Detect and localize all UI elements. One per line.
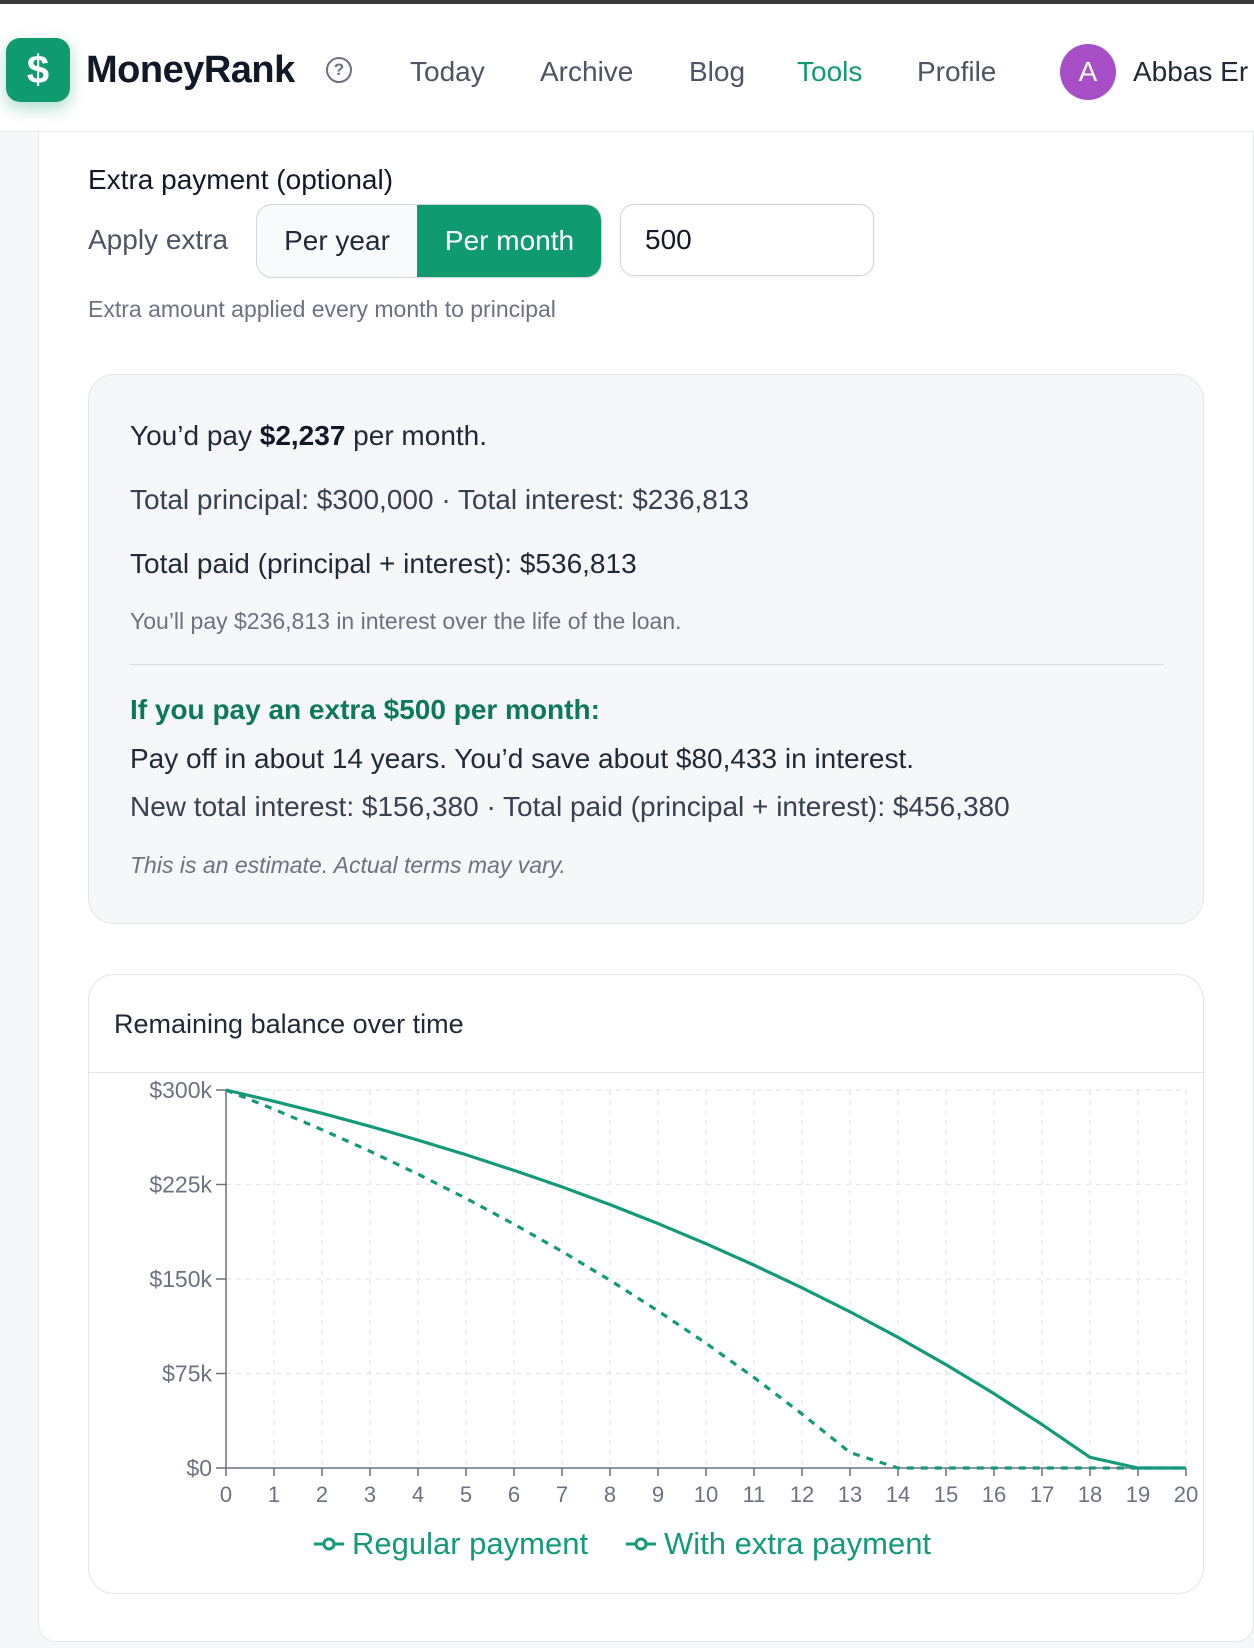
nav-tools[interactable]: Tools [797,56,863,87]
x-tick-label: 16 [982,1482,1006,1507]
extra-payment-heading: Extra payment (optional) [88,164,394,195]
new-total-line: New total interest: $156,380 · Total pai… [130,791,1010,822]
nav-profile[interactable]: Profile [917,56,997,87]
brand-name[interactable]: MoneyRank [86,49,295,91]
x-tick-label: 11 [743,1482,766,1507]
monthly-payment-line: You’d pay $2,237 per month. [130,418,487,454]
x-tick-label: 15 [934,1482,958,1507]
extra-hint-text: Extra amount applied every month to prin… [88,296,556,322]
x-tick-label: 19 [1126,1482,1150,1507]
user-name[interactable]: Abbas Er [1133,56,1249,87]
y-tick-label: $300k [149,1077,212,1103]
chart-title: Remaining balance over time [114,1009,464,1039]
apply-extra-label: Apply extra [88,224,229,255]
x-tick-label: 9 [652,1482,664,1507]
estimate-disclaimer: This is an estimate. Actual terms may va… [130,852,566,878]
chart-card-header [89,975,1203,1073]
results-divider [130,664,1164,665]
dollar-logo-icon[interactable]: $ [6,38,70,102]
top-navbar: $ MoneyRank ? Today Archive Blog Tools P… [0,4,1254,132]
x-tick-label: 1 [268,1482,280,1507]
totals-line: Total principal: $300,000 · Total intere… [130,484,750,515]
nav-today[interactable]: Today [410,56,485,87]
x-tick-label: 12 [790,1482,814,1507]
window-top-border [0,0,1254,4]
x-tick-label: 7 [556,1482,568,1507]
extra-amount-input[interactable] [620,204,874,276]
x-tick-label: 8 [604,1482,616,1507]
nav-archive[interactable]: Archive [540,56,634,87]
x-tick-label: 0 [220,1482,232,1507]
extra-scenario-heading: If you pay an extra $500 per month: [130,694,600,725]
y-tick-label: $75k [162,1361,212,1387]
y-tick-label: $225k [149,1172,212,1198]
y-tick-label: $0 [186,1455,212,1481]
frequency-toggle: Per year Per month [256,204,602,278]
x-tick-label: 18 [1078,1482,1102,1507]
avatar[interactable]: A [1060,44,1116,100]
x-tick-label: 13 [838,1482,862,1507]
x-tick-label: 2 [316,1482,328,1507]
per-year-button[interactable]: Per year [284,225,390,256]
monthly-prefix: You’d pay [130,420,260,451]
help-icon[interactable]: ? [326,57,352,83]
nav-blog[interactable]: Blog [689,56,746,87]
monthly-suffix: per month. [345,420,488,451]
x-tick-label: 4 [412,1482,424,1507]
legend-regular-marker [322,1537,336,1551]
legend-extra-marker [634,1537,648,1551]
x-tick-label: 17 [1030,1482,1054,1507]
x-tick-label: 3 [364,1482,376,1507]
x-tick-label: 5 [460,1482,472,1507]
y-tick-label: $150k [149,1266,212,1292]
monthly-amount: $2,237 [259,420,346,451]
x-tick-label: 14 [886,1482,910,1507]
total-paid-line: Total paid (principal + interest): $536,… [130,548,637,579]
payoff-line: Pay off in about 14 years. You’d save ab… [130,743,915,774]
legend-regular-label: Regular payment [352,1526,588,1561]
x-tick-label: 20 [1174,1482,1198,1507]
x-tick-label: 6 [508,1482,520,1507]
series-line-regular [225,1088,1186,1470]
results-card [88,374,1204,924]
series-line-extra [225,1088,1186,1470]
x-tick-label: 10 [694,1482,718,1507]
legend-extra-label: With extra payment [664,1526,931,1561]
per-month-button[interactable]: Per month [417,205,601,277]
interest-note: You’ll pay $236,813 in interest over the… [130,608,682,634]
